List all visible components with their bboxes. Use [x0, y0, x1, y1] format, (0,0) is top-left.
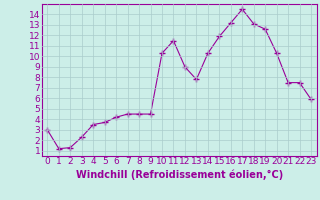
- X-axis label: Windchill (Refroidissement éolien,°C): Windchill (Refroidissement éolien,°C): [76, 169, 283, 180]
